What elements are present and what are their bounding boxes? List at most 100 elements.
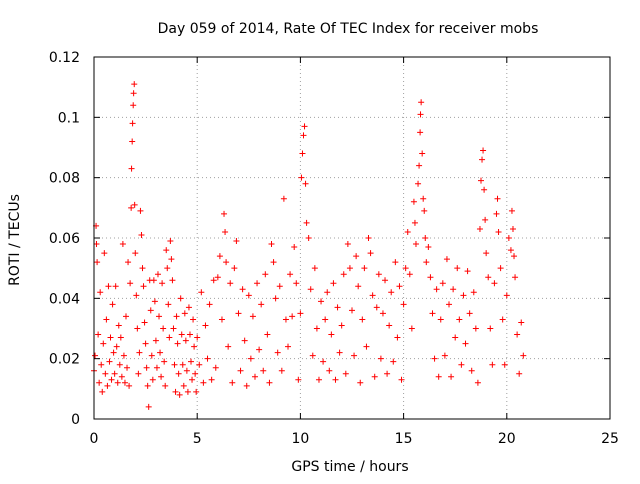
data-point (175, 370, 182, 377)
data-point (245, 292, 252, 299)
data-point (131, 201, 138, 208)
data-point (357, 379, 364, 386)
data-point (485, 274, 492, 281)
data-point (379, 310, 386, 317)
data-point (192, 370, 199, 377)
data-point (340, 271, 347, 278)
data-point (148, 352, 155, 359)
data-point (382, 277, 389, 284)
data-point (139, 265, 146, 272)
data-point (398, 376, 405, 383)
data-point (100, 340, 107, 347)
data-point (410, 198, 417, 205)
data-point (141, 319, 148, 326)
data-point (508, 207, 515, 214)
data-point (119, 241, 126, 248)
data-point (113, 343, 120, 350)
data-point (369, 292, 376, 299)
data-point (134, 325, 141, 332)
data-point (174, 340, 181, 347)
data-point (110, 349, 117, 356)
data-point (132, 250, 139, 257)
y-tick-label: 0.04 (49, 291, 80, 307)
data-point (266, 379, 273, 386)
data-point (505, 235, 512, 241)
data-point (501, 361, 508, 368)
data-point (276, 283, 283, 290)
y-axis-label: ROTI / TECUs (7, 194, 23, 286)
data-point (470, 289, 477, 296)
data-point (402, 265, 409, 272)
data-point (494, 195, 501, 202)
data-point (476, 225, 483, 232)
data-point (318, 298, 325, 305)
data-point (104, 382, 111, 389)
data-point (194, 334, 201, 341)
data-point (133, 292, 140, 299)
data-point (183, 367, 190, 374)
data-point (160, 325, 167, 332)
data-points (91, 81, 527, 410)
data-point (272, 295, 279, 302)
data-point (338, 322, 345, 329)
data-point (218, 316, 225, 323)
data-point (212, 364, 219, 371)
data-point (365, 235, 372, 241)
data-point (169, 277, 176, 284)
data-point (117, 334, 124, 341)
data-point (157, 349, 164, 356)
data-point (491, 280, 498, 287)
data-point (143, 364, 150, 371)
chart-title: Day 059 of 2014, Rate Of TEC Index for r… (158, 21, 539, 37)
data-point (439, 280, 446, 287)
data-point (311, 265, 318, 272)
y-tick-label: 0.1 (58, 110, 80, 126)
data-point (188, 358, 195, 365)
y-tick-label: 0 (71, 412, 80, 428)
data-point (355, 283, 362, 290)
data-point (450, 286, 457, 293)
data-point (512, 274, 519, 281)
data-point (95, 331, 102, 338)
data-point (135, 370, 142, 377)
data-point (274, 349, 281, 356)
data-point (202, 322, 209, 329)
data-point (328, 331, 335, 338)
data-point (256, 346, 263, 353)
data-point (474, 379, 481, 386)
data-point (200, 379, 207, 386)
data-point (497, 265, 504, 272)
data-point (295, 376, 302, 383)
data-point (408, 325, 415, 332)
data-point (375, 271, 382, 278)
data-point (462, 340, 469, 347)
data-point (472, 325, 479, 332)
data-point (404, 228, 411, 235)
data-point (173, 313, 180, 320)
data-point (332, 376, 339, 383)
data-point (326, 367, 333, 374)
data-point (116, 361, 123, 368)
data-point (103, 316, 110, 323)
data-point (247, 355, 254, 362)
data-point (152, 337, 159, 344)
data-point (127, 280, 134, 287)
data-point (189, 376, 196, 383)
data-point (454, 265, 461, 272)
data-point (417, 111, 424, 118)
data-point (412, 241, 419, 248)
y-tick-label: 0.08 (49, 171, 80, 187)
data-point (164, 265, 171, 272)
data-point (210, 277, 217, 284)
plot-frame (93, 56, 611, 420)
data-point (297, 310, 304, 317)
data-point (349, 307, 355, 314)
data-point (196, 361, 203, 368)
data-point (151, 298, 158, 305)
data-point (128, 165, 135, 172)
data-point (394, 334, 401, 341)
x-tick-label: 5 (193, 431, 202, 447)
data-point (480, 147, 487, 154)
data-point (511, 253, 518, 260)
